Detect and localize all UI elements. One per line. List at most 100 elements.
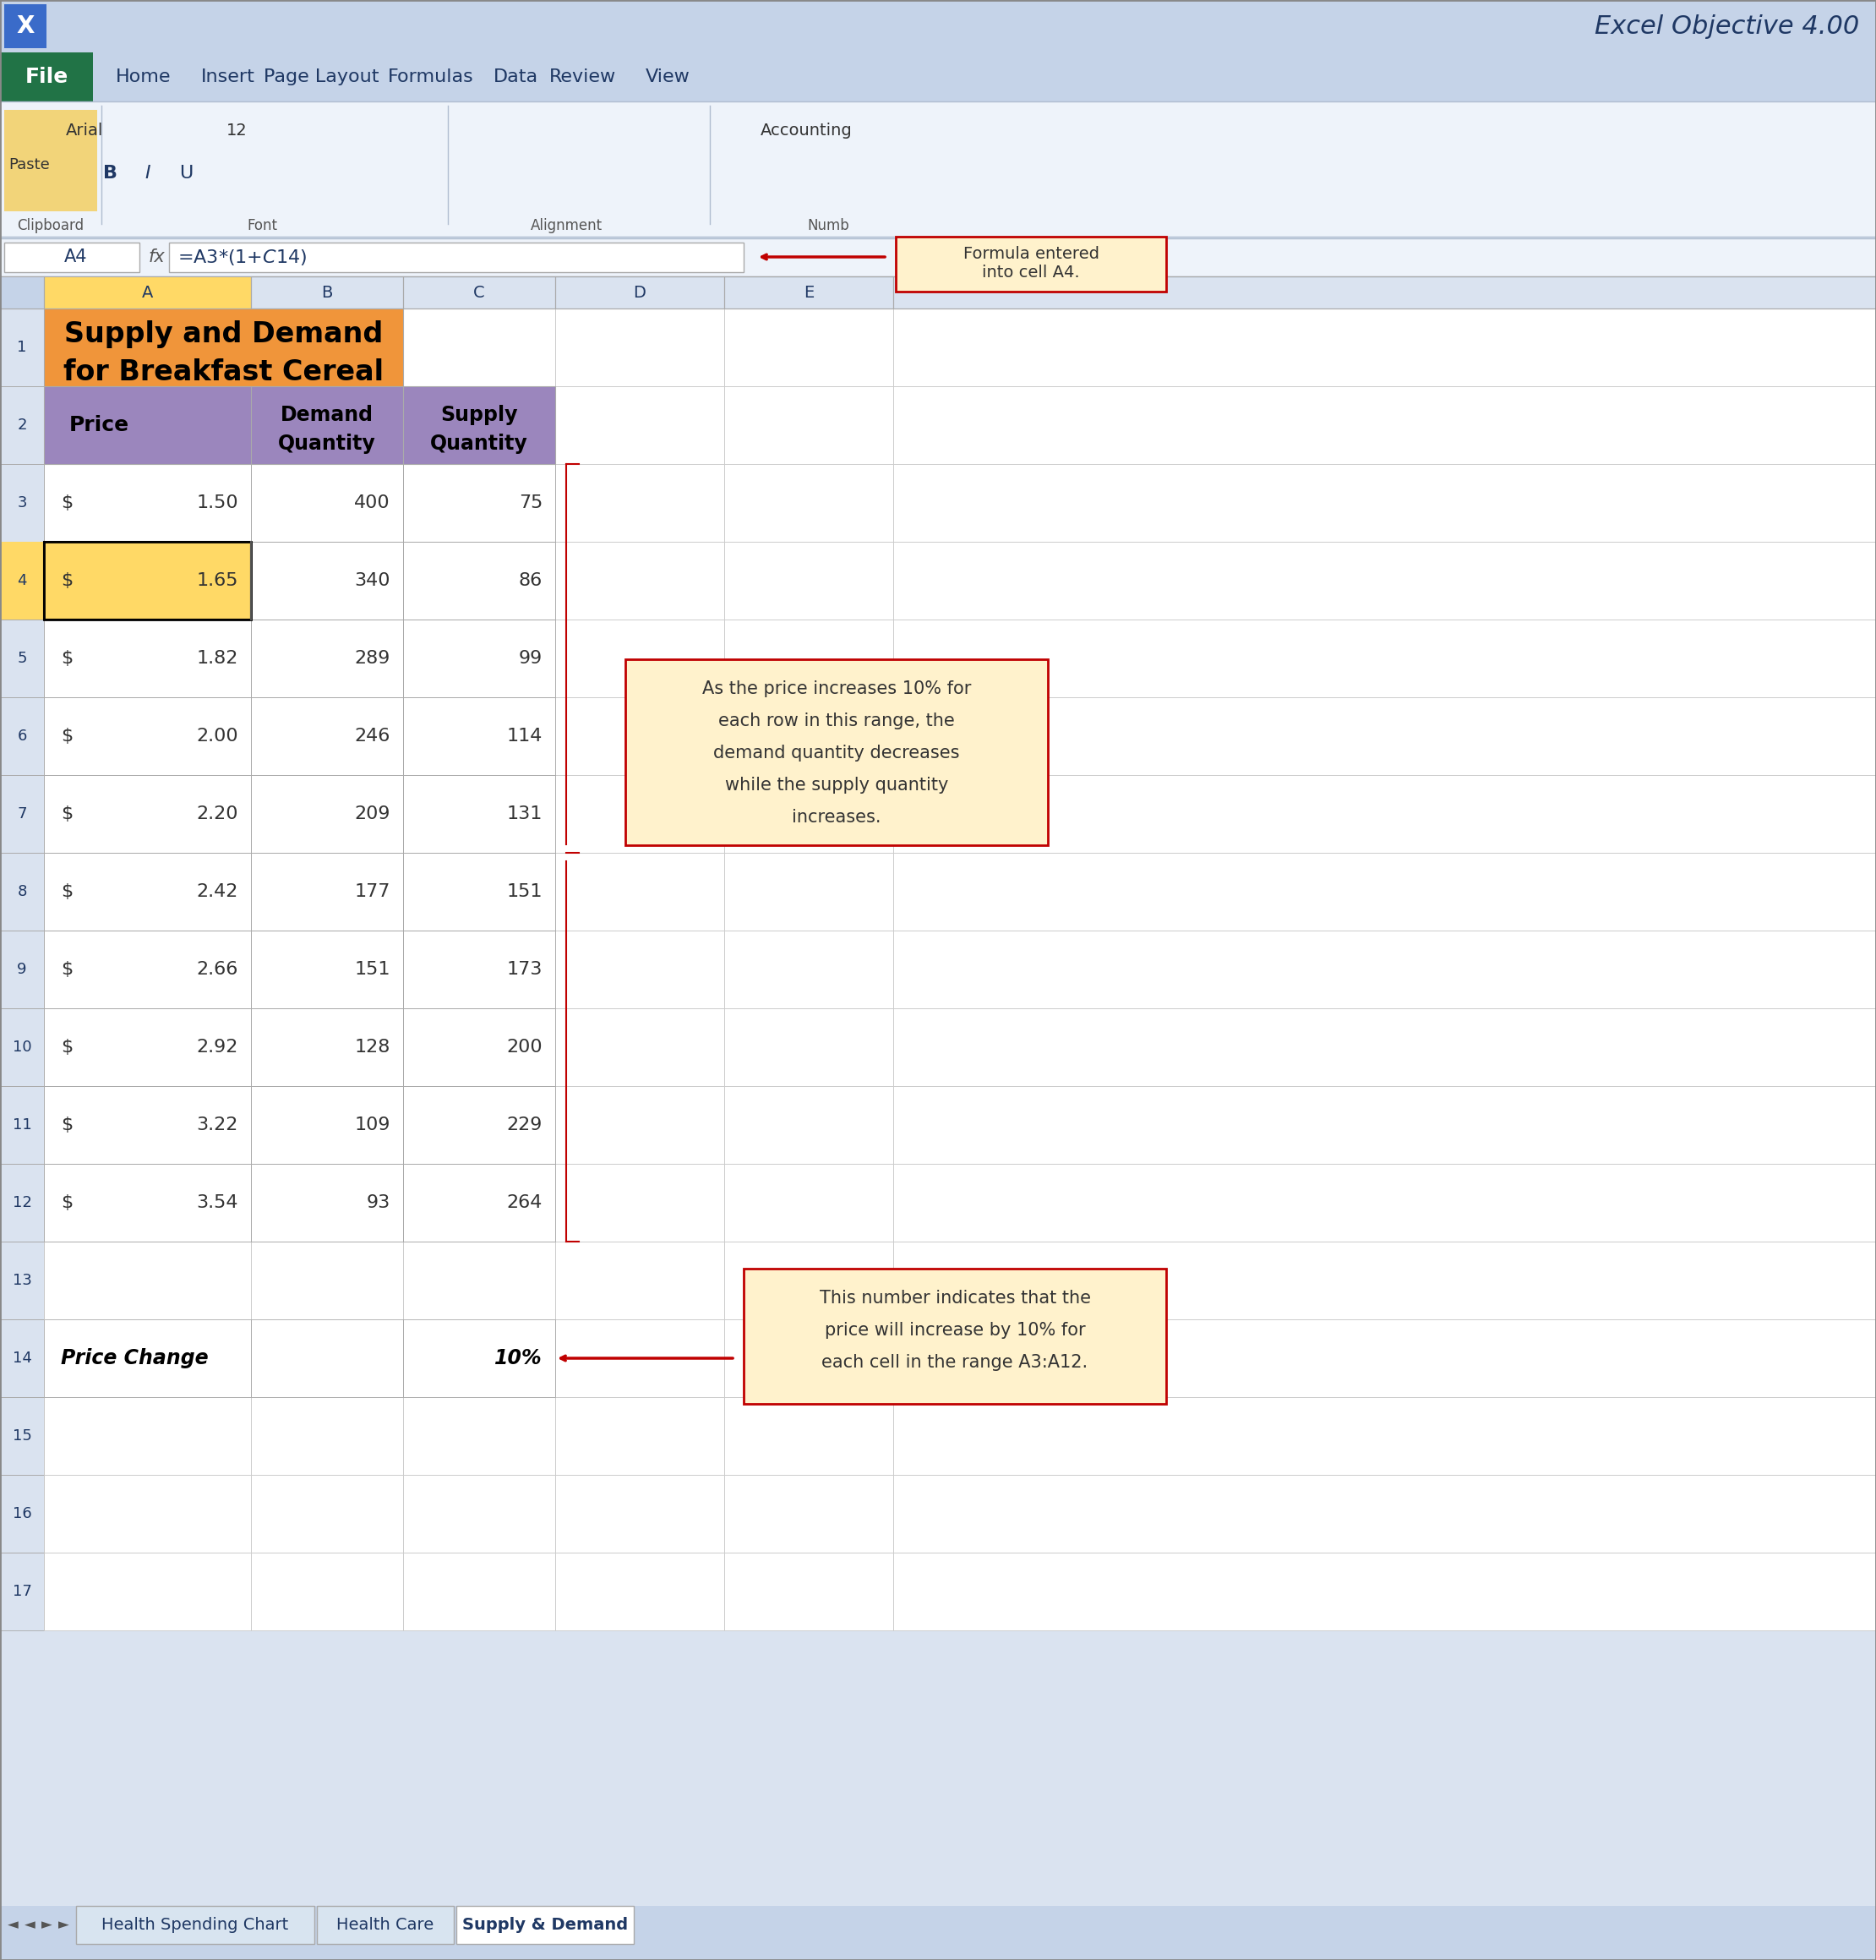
Bar	[251, 619, 403, 698]
Bar	[555, 1397, 724, 1474]
Bar	[0, 1397, 43, 1474]
Bar	[724, 1397, 893, 1474]
Text: 4: 4	[17, 572, 26, 588]
Bar	[403, 853, 555, 931]
Bar	[251, 541, 403, 619]
Bar	[251, 386, 403, 465]
Bar	[43, 1319, 403, 1397]
Bar	[555, 1241, 724, 1319]
Bar	[893, 1241, 1876, 1319]
Bar	[555, 619, 724, 698]
Bar	[893, 619, 1876, 698]
Text: demand quantity decreases: demand quantity decreases	[713, 745, 961, 762]
Text: Price Change: Price Change	[60, 1348, 208, 1368]
Bar	[43, 931, 251, 1007]
Text: 99: 99	[518, 651, 542, 666]
Bar	[403, 853, 555, 931]
Bar	[251, 1397, 403, 1474]
Bar	[403, 1164, 555, 1241]
Text: $: $	[60, 727, 73, 745]
Bar	[893, 1397, 1876, 1474]
Bar	[403, 619, 555, 698]
Bar	[403, 308, 555, 386]
Bar	[403, 386, 555, 465]
Bar	[893, 1552, 1876, 1631]
Bar	[893, 1241, 1876, 1319]
Text: 246: 246	[355, 727, 390, 745]
Bar	[555, 308, 724, 386]
Bar	[43, 774, 251, 853]
Text: $: $	[60, 806, 73, 823]
Bar	[724, 1164, 893, 1241]
Bar	[724, 276, 893, 308]
Text: 1.65: 1.65	[197, 572, 238, 590]
Bar	[0, 853, 43, 931]
Bar	[0, 1319, 43, 1397]
Bar	[724, 386, 893, 465]
Bar	[555, 386, 724, 465]
Bar	[317, 1905, 454, 1944]
Bar	[43, 1164, 251, 1241]
Bar	[43, 1474, 251, 1552]
Bar	[169, 243, 743, 272]
Text: $: $	[60, 1117, 73, 1133]
Bar	[403, 1241, 555, 1319]
Bar	[403, 308, 555, 386]
Bar	[251, 386, 403, 465]
Bar	[724, 1552, 893, 1631]
Text: $: $	[60, 1039, 73, 1056]
Bar	[251, 774, 403, 853]
Bar	[43, 276, 251, 308]
Text: each cell in the range A3:A12.: each cell in the range A3:A12.	[822, 1354, 1088, 1370]
Bar	[555, 1086, 724, 1164]
Bar	[0, 931, 43, 1007]
Bar	[893, 1164, 1876, 1241]
Bar	[403, 1007, 555, 1086]
Bar	[251, 1552, 403, 1631]
Bar	[0, 465, 43, 541]
Bar	[43, 1474, 251, 1552]
Bar	[43, 386, 251, 465]
Bar	[251, 1164, 403, 1241]
Bar	[251, 619, 403, 698]
Bar	[555, 465, 724, 541]
Bar	[893, 1086, 1876, 1164]
Bar	[403, 774, 555, 853]
Text: 131: 131	[507, 806, 542, 823]
Bar	[555, 1474, 724, 1552]
Bar	[77, 1905, 315, 1944]
Text: 209: 209	[355, 806, 390, 823]
Bar	[251, 1164, 403, 1241]
Text: Review: Review	[550, 69, 617, 86]
Bar	[724, 1241, 893, 1319]
Bar	[317, 1905, 454, 1944]
Bar	[724, 1397, 893, 1474]
Bar	[893, 931, 1876, 1007]
Text: =A3*(1+$C$14): =A3*(1+$C$14)	[178, 247, 308, 267]
Text: ◄: ◄	[24, 1917, 36, 1933]
Text: ►: ►	[41, 1917, 53, 1933]
Bar	[43, 276, 251, 308]
Text: 16: 16	[13, 1505, 32, 1521]
Bar	[43, 698, 251, 774]
Text: 93: 93	[366, 1194, 390, 1211]
Bar	[893, 853, 1876, 931]
Text: 5: 5	[17, 651, 26, 666]
Bar	[893, 1007, 1876, 1086]
Bar	[724, 1007, 893, 1086]
Bar	[0, 541, 43, 619]
Text: 2.00: 2.00	[197, 727, 238, 745]
Bar	[43, 1164, 251, 1241]
Text: ◄: ◄	[8, 1917, 19, 1933]
Bar	[724, 1086, 893, 1164]
Bar	[403, 698, 555, 774]
Bar	[555, 853, 724, 931]
Text: C: C	[473, 284, 484, 300]
Bar	[893, 1086, 1876, 1164]
Bar	[403, 931, 555, 1007]
Bar	[43, 1164, 251, 1241]
Bar	[43, 308, 403, 386]
Bar	[555, 1007, 724, 1086]
Bar	[251, 1241, 403, 1319]
Bar	[251, 465, 403, 541]
